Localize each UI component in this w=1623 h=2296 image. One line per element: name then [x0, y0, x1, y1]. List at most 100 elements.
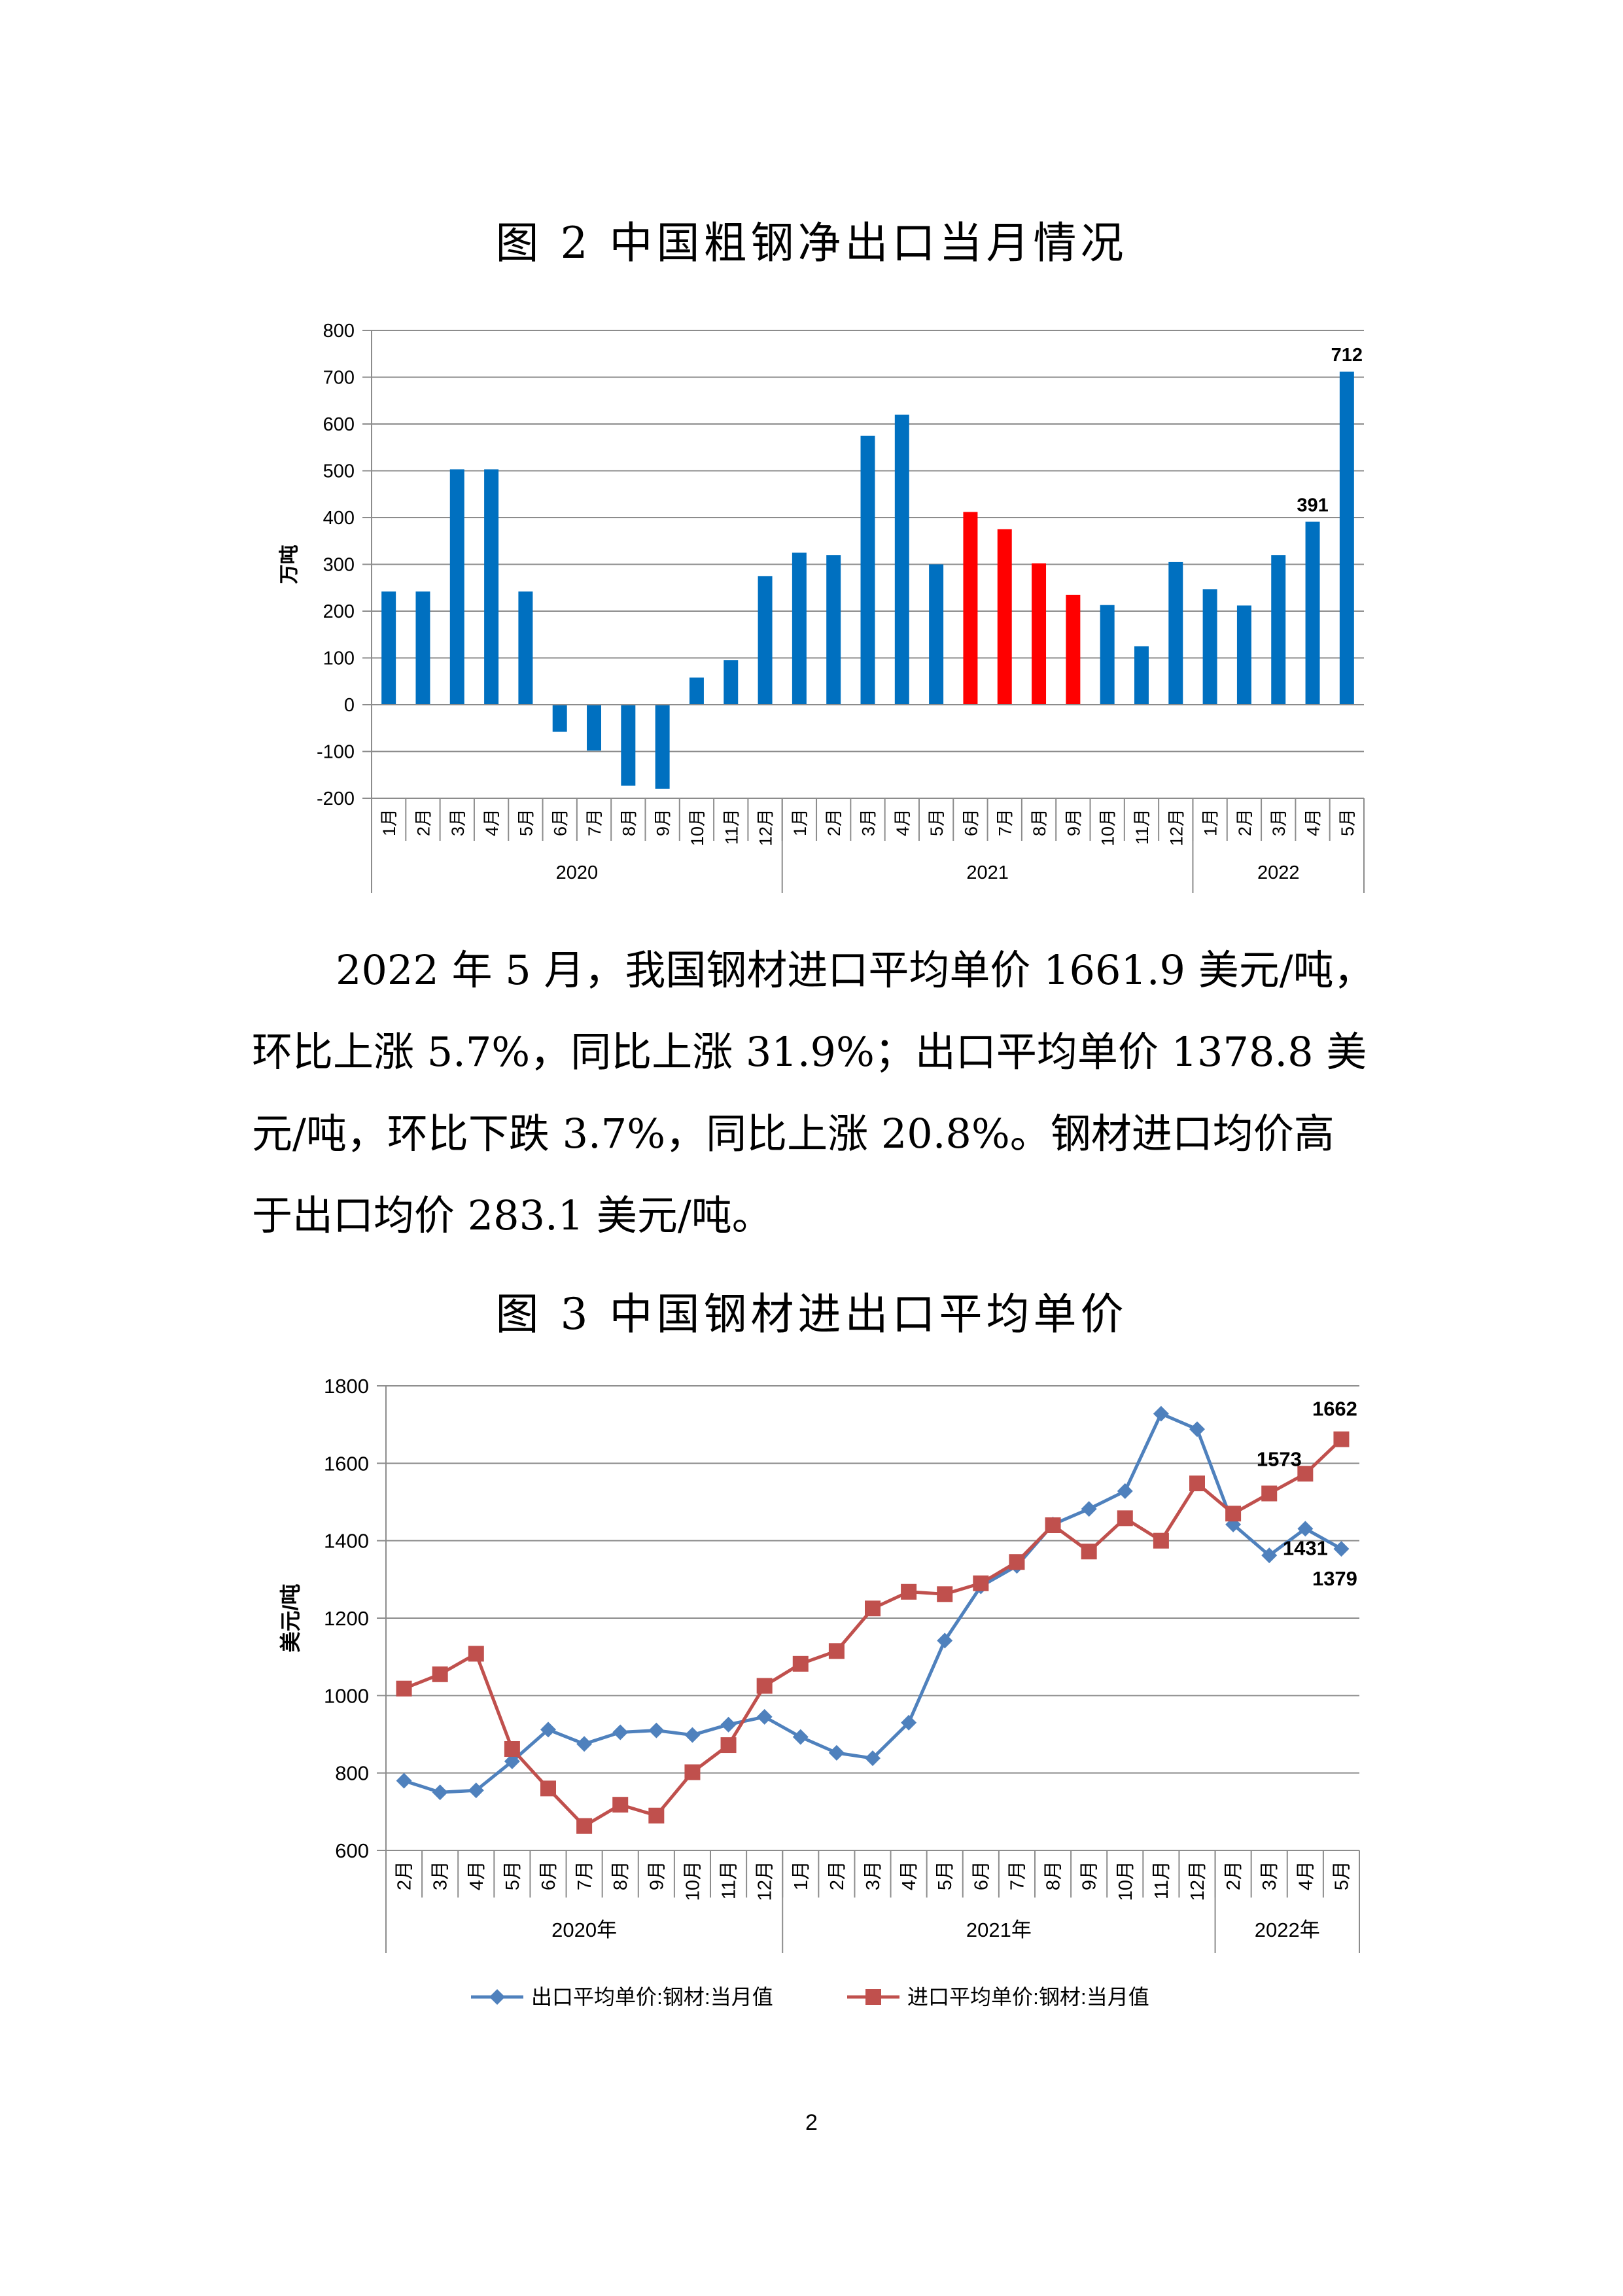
- x-tick-label: 7月: [574, 1861, 595, 1890]
- y-axis-label: 美元/吨: [279, 1584, 302, 1653]
- data-point: [504, 1753, 520, 1769]
- data-point: [396, 1773, 412, 1789]
- x-tick-label: 2月: [824, 809, 844, 836]
- y-tick-label: 800: [335, 1762, 369, 1785]
- legend-marker: [865, 1989, 881, 2005]
- paragraph-line-2: 环比上涨 5.7%，同比上涨 31.9%；出口平均单价 1378.8 美: [252, 1028, 1367, 1076]
- data-point: [1261, 1547, 1278, 1564]
- y-tick-label: 1800: [324, 1375, 369, 1398]
- data-point: [468, 1782, 484, 1799]
- x-tick-label: 2月: [1223, 1861, 1244, 1890]
- x-tick-label: 10月: [682, 1861, 703, 1901]
- data-label: 391: [1297, 495, 1328, 516]
- data-point: [684, 1764, 701, 1780]
- data-label: 1379: [1312, 1567, 1357, 1590]
- y-tick-label: 1200: [324, 1607, 369, 1630]
- x-tick-label: 6月: [971, 1861, 992, 1890]
- legend-label: 进口平均单价:钢材:当月值: [907, 1985, 1149, 2009]
- y-tick-label: 200: [323, 601, 355, 622]
- x-tick-label: 10月: [688, 809, 707, 846]
- x-tick-label: 1月: [790, 809, 810, 836]
- legend-marker: [489, 1989, 505, 2005]
- bar: [1100, 605, 1115, 705]
- bar: [792, 552, 807, 705]
- data-label: 712: [1331, 345, 1363, 366]
- data-point: [648, 1722, 665, 1739]
- data-point: [1297, 1466, 1314, 1482]
- y-tick-label: 800: [323, 321, 355, 342]
- bar: [1339, 371, 1354, 705]
- data-point: [1225, 1506, 1242, 1522]
- y-tick-label: 100: [323, 648, 355, 669]
- y-tick-label: 1600: [324, 1452, 369, 1475]
- paragraph-line-1: 2022 年 5 月，我国钢材进口平均单价 1661.9 美元/吨，: [336, 946, 1374, 994]
- data-point: [1117, 1510, 1133, 1527]
- data-point: [468, 1646, 484, 1662]
- group-label: 2020年: [551, 1918, 617, 1941]
- x-tick-label: 11月: [1132, 809, 1152, 845]
- x-tick-label: 3月: [863, 1861, 884, 1890]
- x-tick-label: 8月: [610, 1861, 631, 1890]
- x-tick-label: 4月: [1295, 1861, 1316, 1890]
- x-tick-label: 10月: [1098, 809, 1118, 846]
- data-point: [756, 1678, 773, 1694]
- data-point: [540, 1780, 556, 1797]
- x-tick-label: 2月: [413, 809, 433, 836]
- x-tick-label: 3月: [430, 1861, 451, 1890]
- bar: [1236, 605, 1251, 705]
- data-point: [720, 1737, 737, 1754]
- bar: [1168, 561, 1183, 705]
- data-point: [576, 1736, 593, 1752]
- data-point: [756, 1708, 773, 1725]
- x-tick-label: 8月: [1043, 1861, 1064, 1890]
- bar: [518, 591, 533, 705]
- x-tick-label: 8月: [619, 809, 638, 836]
- data-point: [1153, 1532, 1169, 1549]
- bar: [1134, 646, 1149, 705]
- y-tick-label: 500: [323, 461, 355, 482]
- x-tick-label: 6月: [961, 809, 981, 836]
- x-tick-label: 12月: [755, 1861, 776, 1901]
- bar: [1202, 589, 1217, 705]
- data-point: [504, 1740, 520, 1757]
- x-tick-label: 3月: [448, 809, 468, 836]
- data-point: [828, 1643, 845, 1659]
- x-tick-label: 12月: [1166, 809, 1186, 846]
- x-tick-label: 7月: [585, 809, 604, 836]
- data-point: [1297, 1521, 1314, 1537]
- x-tick-label: 9月: [646, 1861, 667, 1890]
- data-point: [865, 1750, 881, 1767]
- figure-2-title: 图 2 中国粗钢净出口当月情况: [495, 218, 1128, 268]
- bar: [587, 705, 602, 751]
- y-tick-label: 700: [323, 368, 355, 389]
- figure-3-title: 图 3 中国钢材进出口平均单价: [495, 1289, 1128, 1339]
- data-point: [1333, 1431, 1350, 1447]
- x-tick-label: 2月: [827, 1861, 848, 1890]
- y-tick-label: 1400: [324, 1530, 369, 1553]
- x-tick-label: 4月: [466, 1861, 487, 1890]
- paragraph-line-3: 元/吨，环比下跌 3.7%，同比上涨 20.8%。钢材进口均价高: [252, 1110, 1335, 1157]
- data-point: [540, 1722, 556, 1738]
- x-tick-label: 1月: [791, 1861, 812, 1890]
- x-tick-label: 3月: [1269, 809, 1289, 836]
- legend-label: 出口平均单价:钢材:当月值: [531, 1985, 773, 2009]
- bar: [1305, 521, 1320, 705]
- data-point: [937, 1586, 953, 1602]
- data-point: [1153, 1405, 1169, 1422]
- x-tick-label: 4月: [899, 1861, 920, 1890]
- data-point: [901, 1583, 917, 1600]
- x-tick-label: 1月: [1201, 809, 1221, 836]
- bar: [963, 512, 978, 705]
- x-tick-label: 4月: [482, 809, 502, 836]
- bar: [484, 469, 499, 705]
- x-tick-label: 3月: [1259, 1861, 1280, 1890]
- data-point: [432, 1666, 448, 1682]
- group-label: 2022年: [1255, 1918, 1320, 1941]
- figure-2-bar-chart: -200 -100 0 100 200 300 400 500 600 700 800 万吨 391 71…: [279, 321, 1365, 893]
- x-tick-label: 10月: [1115, 1861, 1136, 1901]
- data-point: [1189, 1475, 1205, 1492]
- data-point: [1081, 1501, 1097, 1517]
- x-tick-label: 8月: [1030, 809, 1049, 836]
- y-tick-label: 1000: [324, 1684, 369, 1707]
- x-tick-label: 5月: [927, 809, 947, 836]
